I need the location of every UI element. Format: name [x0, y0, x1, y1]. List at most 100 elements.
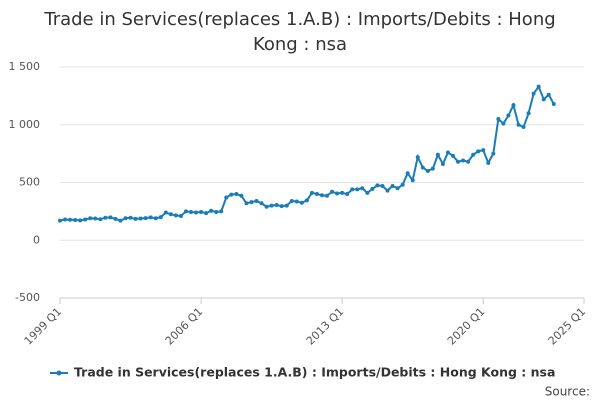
marker	[138, 216, 143, 221]
x-tick-label: 2025 Q1	[546, 305, 589, 348]
marker	[88, 216, 93, 221]
marker	[375, 183, 380, 188]
marker	[78, 218, 83, 223]
marker	[214, 209, 219, 214]
marker	[330, 189, 335, 194]
marker	[194, 210, 199, 215]
marker	[254, 198, 259, 203]
marker	[244, 201, 249, 206]
marker	[430, 166, 435, 171]
y-tick-label: 500	[19, 176, 40, 189]
marker	[118, 218, 123, 223]
marker	[451, 153, 455, 158]
marker	[440, 162, 445, 167]
y-tick-label: 0	[33, 233, 40, 246]
marker	[83, 217, 88, 222]
x-tick-label: 2013 Q1	[304, 305, 347, 348]
marker	[234, 192, 239, 197]
marker	[314, 192, 319, 197]
marker	[335, 191, 340, 196]
marker	[108, 215, 113, 220]
marker	[461, 158, 466, 163]
marker	[73, 218, 78, 223]
x-tick-label: 2006 Q1	[163, 305, 206, 348]
marker	[68, 217, 73, 222]
marker	[511, 103, 516, 108]
marker	[63, 217, 68, 222]
marker	[239, 193, 244, 198]
marker	[425, 168, 430, 173]
marker	[209, 208, 214, 213]
marker	[410, 178, 415, 183]
marker	[128, 215, 133, 220]
marker	[415, 155, 420, 160]
marker	[445, 150, 450, 155]
marker	[289, 198, 294, 203]
marker	[143, 216, 148, 221]
marker	[229, 192, 234, 197]
marker	[274, 203, 279, 208]
marker	[365, 190, 370, 195]
marker	[320, 193, 324, 198]
marker	[360, 186, 365, 191]
marker	[476, 149, 481, 154]
marker	[395, 186, 400, 191]
marker	[466, 159, 471, 164]
marker	[183, 209, 188, 214]
marker	[279, 204, 284, 209]
marker	[219, 209, 224, 214]
marker	[456, 159, 461, 164]
marker	[204, 211, 209, 216]
y-tick-label: 1 000	[9, 118, 41, 131]
marker	[536, 84, 541, 89]
marker	[224, 195, 229, 200]
y-tick-label: 1 500	[9, 60, 41, 73]
marker	[113, 216, 118, 221]
y-tick-label: -500	[15, 291, 40, 304]
marker	[501, 121, 506, 126]
marker	[521, 125, 526, 130]
marker	[168, 212, 173, 217]
marker	[551, 101, 556, 106]
marker	[123, 216, 128, 221]
marker	[269, 203, 274, 208]
marker	[541, 97, 546, 102]
marker	[355, 187, 360, 192]
marker	[370, 186, 375, 191]
marker	[491, 151, 496, 156]
marker	[163, 210, 168, 215]
marker	[98, 217, 103, 222]
marker	[420, 165, 425, 170]
marker	[173, 213, 178, 218]
marker	[496, 116, 501, 121]
legend-marker	[56, 370, 62, 376]
marker	[486, 160, 491, 165]
chart-title: Trade in Services(replaces 1.A.B) : Impo…	[44, 9, 556, 55]
marker	[350, 187, 355, 192]
marker	[148, 215, 153, 220]
marker	[385, 188, 390, 193]
marker	[531, 91, 536, 96]
marker	[189, 209, 193, 214]
marker	[153, 216, 158, 221]
marker	[526, 111, 531, 116]
marker	[481, 148, 486, 153]
marker	[471, 152, 476, 157]
marker	[294, 199, 299, 204]
marker	[199, 209, 204, 214]
marker	[93, 216, 98, 221]
marker	[405, 171, 410, 176]
marker	[264, 204, 269, 209]
x-tick-label: 1999 Q1	[22, 305, 65, 348]
marker	[506, 113, 511, 118]
source: Source:	[545, 385, 590, 399]
x-tick-label: 2020 Q1	[445, 305, 488, 348]
marker	[340, 190, 345, 195]
marker	[390, 183, 395, 188]
marker	[309, 190, 314, 195]
marker	[304, 198, 309, 203]
marker	[259, 201, 264, 206]
marker	[58, 218, 62, 223]
